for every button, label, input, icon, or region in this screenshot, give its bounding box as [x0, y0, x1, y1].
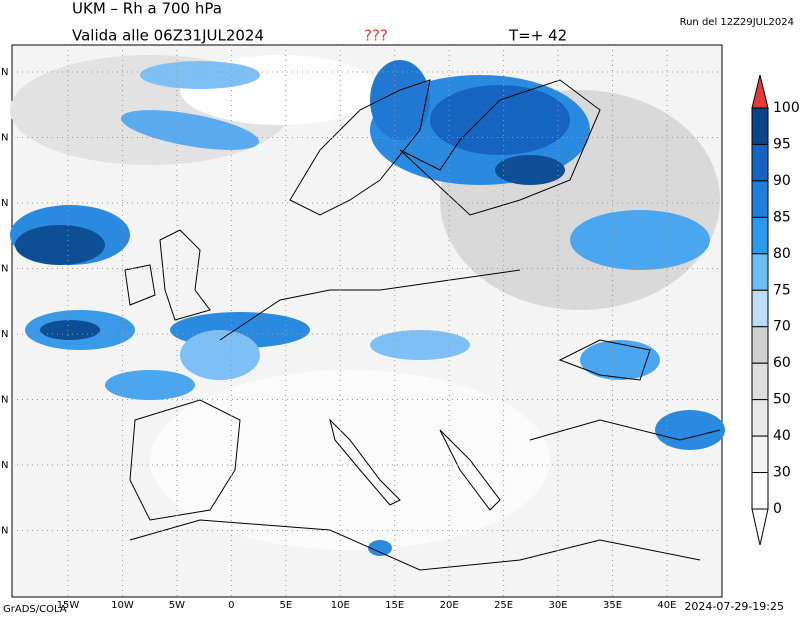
colorbar-label: 30 [773, 465, 791, 481]
colorbar-label: 60 [773, 355, 791, 371]
flag: ??? [364, 27, 388, 45]
colorbar-box [751, 435, 769, 474]
colorbar-box [751, 362, 769, 401]
lat-label: N [1, 133, 8, 144]
lat-label: N [1, 329, 8, 340]
colorbar-box [751, 143, 769, 182]
colorbar-label: 50 [773, 392, 791, 408]
lon-label: 25E [494, 600, 513, 611]
lon-label: 15E [385, 600, 404, 611]
colorbar-label: 90 [773, 173, 791, 189]
lat-label: N [1, 526, 8, 537]
colorbar: 100 95 90 85 80 75 70 60 50 40 30 0 [751, 74, 800, 546]
lon-label: 10E [331, 600, 350, 611]
colorbar-label: 40 [773, 428, 791, 444]
run-time: Run del 12Z29JUL2024 [680, 17, 794, 28]
lon-label: 15W [57, 600, 80, 611]
valid-time: Valida alle 06Z31JUL2024 [72, 27, 264, 45]
colorbar-box [751, 399, 769, 437]
lat-label: N [1, 264, 8, 275]
forecast-step: T=+ 42 [508, 27, 567, 45]
colorbar-label: 85 [773, 209, 791, 225]
lat-label: N [1, 460, 8, 471]
lon-label: 5E [279, 600, 292, 611]
colorbar-over [751, 74, 769, 109]
humidity-field [10, 55, 725, 556]
lat-label: N [1, 67, 8, 78]
colorbar-label: 0 [773, 501, 782, 517]
graticule [12, 45, 722, 597]
software-credit: GrADS/COLA [3, 604, 67, 615]
lon-label: 20E [440, 600, 459, 611]
colorbar-box [751, 180, 769, 218]
lon-label: 0 [228, 600, 234, 611]
colorbar-box [751, 253, 769, 291]
map-area [10, 44, 725, 598]
colorbar-box [751, 472, 769, 510]
lon-label: 10W [111, 600, 134, 611]
colorbar-label: 75 [773, 282, 791, 298]
coastlines [124, 79, 721, 571]
colorbar-label: 80 [773, 246, 791, 262]
lon-label: 35E [603, 600, 622, 611]
lon-label: 5W [169, 600, 185, 611]
colorbar-box [751, 326, 769, 364]
colorbar-label: 100 [773, 100, 800, 116]
timestamp: 2024-07-29-19:25 [684, 600, 784, 613]
map-title: UKM – Rh a 700 hPa [72, 0, 222, 18]
lon-label: 30E [549, 600, 568, 611]
colorbar-box [751, 289, 769, 328]
colorbar-under [751, 508, 769, 546]
colorbar-label: 95 [773, 136, 791, 152]
lon-label: 40E [657, 600, 676, 611]
lat-label: N [1, 395, 8, 406]
colorbar-box [751, 216, 769, 255]
colorbar-label: 70 [773, 319, 791, 335]
lat-label: N [1, 198, 8, 209]
colorbar-box [751, 107, 769, 145]
